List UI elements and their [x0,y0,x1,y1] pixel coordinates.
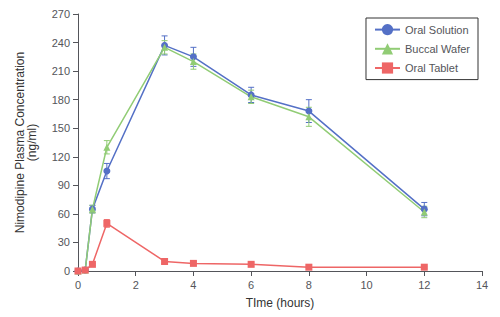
svg-text:270: 270 [52,8,70,20]
svg-text:90: 90 [58,179,70,191]
svg-text:12: 12 [418,279,430,291]
svg-text:6: 6 [248,279,254,291]
svg-text:TIme (hours): TIme (hours) [246,296,315,310]
svg-text:10: 10 [360,279,372,291]
svg-text:Oral Tablet: Oral Tablet [405,62,458,74]
svg-text:Nimodipine Plasma Concentratio: Nimodipine Plasma Concentration [13,51,27,234]
svg-text:0: 0 [64,265,70,277]
svg-text:240: 240 [52,37,70,49]
svg-text:14: 14 [476,279,488,291]
svg-text:150: 150 [52,122,70,134]
svg-text:2: 2 [133,279,139,291]
svg-text:8: 8 [306,279,312,291]
svg-text:4: 4 [190,279,196,291]
svg-text:60: 60 [58,208,70,220]
svg-text:Buccal Wafer: Buccal Wafer [405,43,470,55]
svg-text:0: 0 [75,279,81,291]
svg-text:Oral Solution: Oral Solution [405,24,469,36]
svg-text:(ng/ml): (ng/ml) [25,124,39,161]
svg-text:210: 210 [52,65,70,77]
svg-text:120: 120 [52,151,70,163]
svg-text:30: 30 [58,236,70,248]
svg-text:180: 180 [52,94,70,106]
